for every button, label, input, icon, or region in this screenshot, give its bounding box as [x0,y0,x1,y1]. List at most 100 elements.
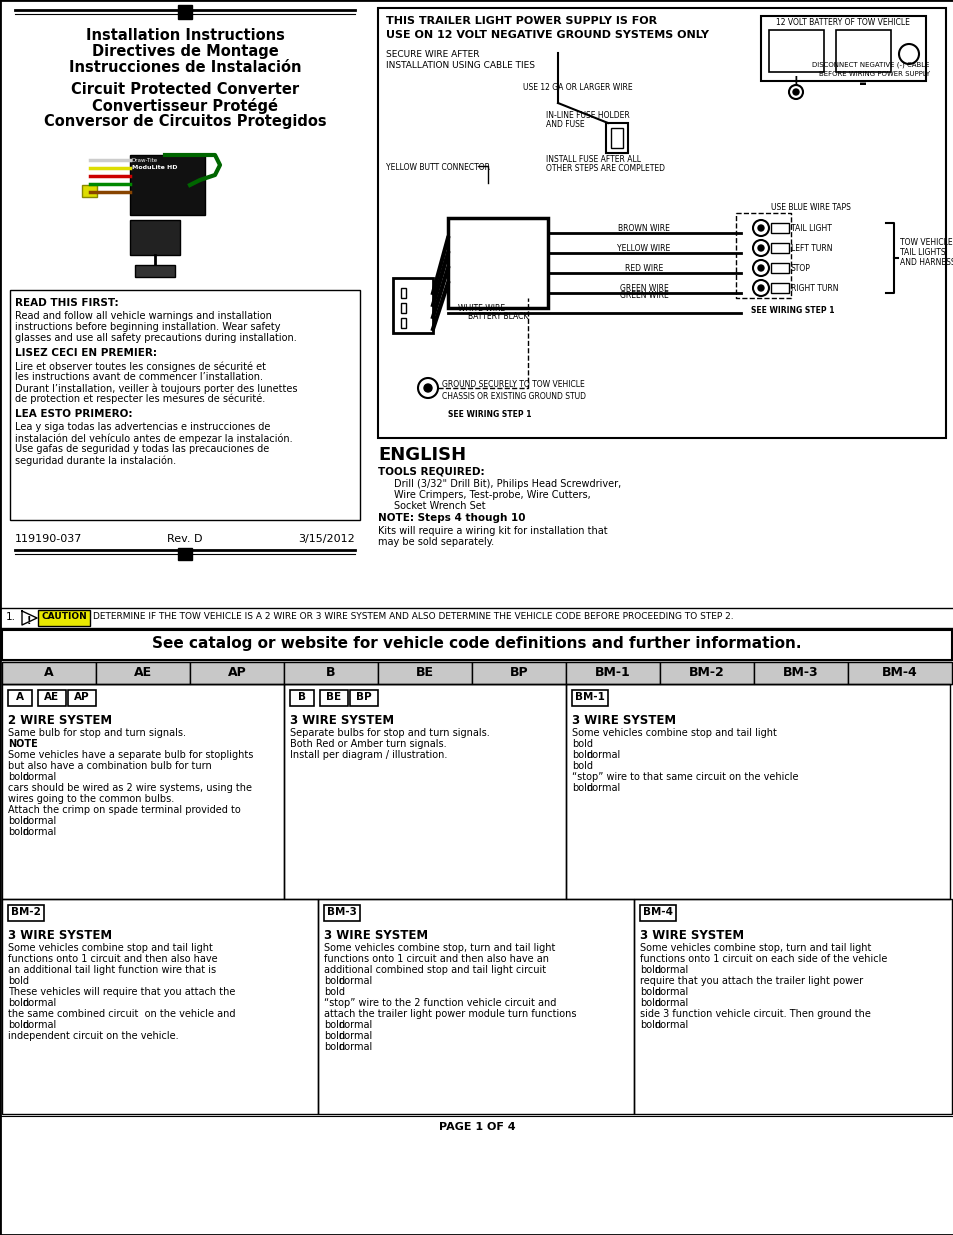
Text: TOOLS REQUIRED:: TOOLS REQUIRED: [377,466,484,475]
Text: normal: normal [23,816,57,826]
Bar [8,690,32,706]
Text: normal: normal [654,1020,688,1030]
Text: Some vehicles combine stop and tail light: Some vehicles combine stop and tail ligh… [572,727,776,739]
Text: INSTALL FUSE AFTER ALL: INSTALL FUSE AFTER ALL [545,156,640,164]
Bar [284,684,565,899]
Text: bold: bold [324,1020,345,1030]
Circle shape [758,266,763,270]
Text: wires going to the common bulbs.: wires going to the common bulbs. [8,794,174,804]
Text: normal: normal [23,998,57,1008]
Text: BROWN WIRE: BROWN WIRE [618,224,669,233]
Text: normal: normal [654,998,688,1008]
Text: bold: bold [8,816,29,826]
Text: 3 WIRE SYSTEM: 3 WIRE SYSTEM [324,929,428,942]
Bar [317,899,634,1114]
Text: Separate bulbs for stop and turn signals.: Separate bulbs for stop and turn signals… [290,727,489,739]
Text: bold: bold [8,827,29,837]
Bar [82,185,97,198]
Text: NOTE: Steps 4 though 10: NOTE: Steps 4 though 10 [377,513,525,522]
Text: CAUTION: CAUTION [41,613,87,621]
Text: bold: bold [324,1042,345,1052]
Text: 2 WIRE SYSTEM: 2 WIRE SYSTEM [8,714,112,727]
Text: 12 VOLT BATTERY OF TOW VEHICLE: 12 VOLT BATTERY OF TOW VEHICLE [775,19,909,27]
Text: AE: AE [133,666,152,679]
Circle shape [792,89,799,95]
Bar [2,662,96,684]
Bar [572,690,607,706]
Bar [350,690,377,706]
Text: LISEZ CECI EN PREMIER:: LISEZ CECI EN PREMIER: [15,348,157,358]
Text: SECURE WIRE AFTER: SECURE WIRE AFTER [386,49,479,59]
Text: 3 WIRE SYSTEM: 3 WIRE SYSTEM [572,714,676,727]
Text: BE: BE [326,692,341,701]
Bar [377,7,945,438]
Text: YELLOW BUTT CONNECTOR: YELLOW BUTT CONNECTOR [386,163,490,172]
Text: bold: bold [8,976,29,986]
Text: RIGHT TURN: RIGHT TURN [790,284,838,293]
Text: require that you attach the trailer light power: require that you attach the trailer ligh… [639,976,862,986]
Text: TAIL LIGHT: TAIL LIGHT [790,224,831,233]
Text: normal: normal [23,827,57,837]
Text: normal: normal [23,1020,57,1030]
Bar [400,317,406,329]
Text: USE ON 12 VOLT NEGATIVE GROUND SYSTEMS ONLY: USE ON 12 VOLT NEGATIVE GROUND SYSTEMS O… [386,30,708,40]
Text: attach the trailer light power module turn functions: attach the trailer light power module tu… [324,1009,576,1019]
Text: B: B [326,666,335,679]
Text: Kits will require a wiring kit for installation that: Kits will require a wiring kit for insta… [377,526,607,536]
Text: B: B [297,692,306,701]
Text: OTHER STEPS ARE COMPLETED: OTHER STEPS ARE COMPLETED [545,164,664,173]
Text: normal: normal [654,987,688,997]
Text: Draw-Tite: Draw-Tite [132,158,158,163]
Text: AND HARNESS: AND HARNESS [899,258,953,267]
Text: Some vehicles combine stop and tail light: Some vehicles combine stop and tail ligh… [8,944,213,953]
Text: Both Red or Amber turn signals.: Both Red or Amber turn signals. [290,739,446,748]
Text: BM-4: BM-4 [642,906,672,918]
Text: See catalog or website for vehicle code definitions and further information.: See catalog or website for vehicle code … [152,636,801,651]
Text: Wire Crimpers, Test-probe, Wire Cutters,: Wire Crimpers, Test-probe, Wire Cutters, [394,490,590,500]
Text: normal: normal [586,750,620,760]
Bar [324,905,359,921]
Text: Conversor de Circuitos Protegidos: Conversor de Circuitos Protegidos [44,114,326,128]
Text: Attach the crimp on spade terminal provided to: Attach the crimp on spade terminal provi… [8,805,240,815]
Text: functions onto 1 circuit and then also have: functions onto 1 circuit and then also h… [8,953,217,965]
Bar [190,662,284,684]
Text: normal: normal [654,965,688,974]
Text: Durant l’installation, veiller à toujours porter des lunettes: Durant l’installation, veiller à toujour… [15,383,297,394]
Text: Lea y siga todas las advertencias e instrucciones de: Lea y siga todas las advertencias e inst… [15,422,270,432]
Bar [2,662,951,684]
Text: Some vehicles combine stop, turn and tail light: Some vehicles combine stop, turn and tai… [639,944,870,953]
Bar [634,899,951,1114]
Text: seguridad durante la instalación.: seguridad durante la instalación. [15,454,176,466]
Text: TOW VEHICLE'S: TOW VEHICLE'S [899,238,953,247]
Bar [847,662,951,684]
Text: normal: normal [338,1042,373,1052]
Text: Installation Instructions: Installation Instructions [86,28,284,43]
Text: bold: bold [324,1031,345,1041]
Text: de protection et respecter les mesures de sécurité.: de protection et respecter les mesures d… [15,394,265,405]
Text: 3 WIRE SYSTEM: 3 WIRE SYSTEM [290,714,394,727]
Text: A: A [44,666,53,679]
Text: Read and follow all vehicle warnings and installation: Read and follow all vehicle warnings and… [15,311,272,321]
Text: normal: normal [586,783,620,793]
Text: bold: bold [324,976,345,986]
Text: Drill (3/32" Drill Bit), Philips Head Screwdriver,: Drill (3/32" Drill Bit), Philips Head Sc… [394,479,620,489]
Text: 1.: 1. [6,613,16,622]
Text: RED WIRE: RED WIRE [624,264,662,273]
Bar [770,263,788,273]
Bar [38,690,66,706]
Text: independent circuit on the vehicle.: independent circuit on the vehicle. [8,1031,178,1041]
Text: READ THIS FIRST:: READ THIS FIRST: [15,298,118,308]
Text: Directives de Montage: Directives de Montage [91,44,278,59]
Bar [130,220,180,254]
Text: bold: bold [639,1020,660,1030]
Text: Use gafas de seguridad y todas las precauciones de: Use gafas de seguridad y todas las preca… [15,445,269,454]
Text: BP: BP [355,692,372,701]
Text: USE BLUE WIRE TAPS: USE BLUE WIRE TAPS [770,203,850,212]
Text: an additional tail light function wire that is: an additional tail light function wire t… [8,965,216,974]
Text: A: A [16,692,24,701]
Bar [760,16,925,82]
Text: bold: bold [572,783,593,793]
Text: YELLOW WIRE: YELLOW WIRE [617,245,670,253]
Bar [284,662,377,684]
Text: THIS TRAILER LIGHT POWER SUPPLY IS FOR: THIS TRAILER LIGHT POWER SUPPLY IS FOR [386,16,657,26]
